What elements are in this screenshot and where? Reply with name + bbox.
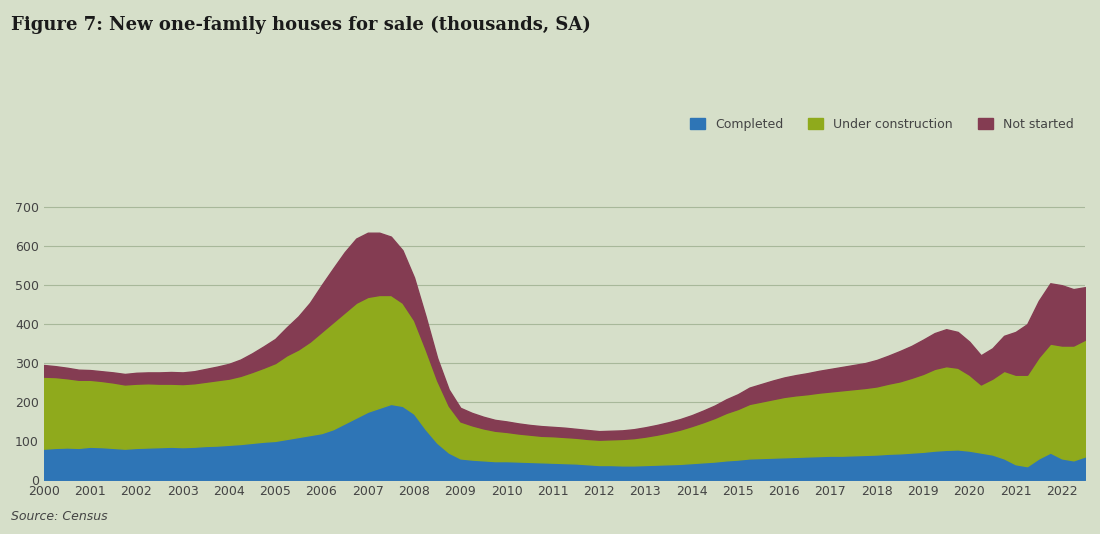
Text: Figure 7: New one-family houses for sale (thousands, SA): Figure 7: New one-family houses for sale…: [11, 16, 591, 34]
Legend: Completed, Under construction, Not started: Completed, Under construction, Not start…: [685, 113, 1079, 136]
Text: Source: Census: Source: Census: [11, 511, 108, 523]
